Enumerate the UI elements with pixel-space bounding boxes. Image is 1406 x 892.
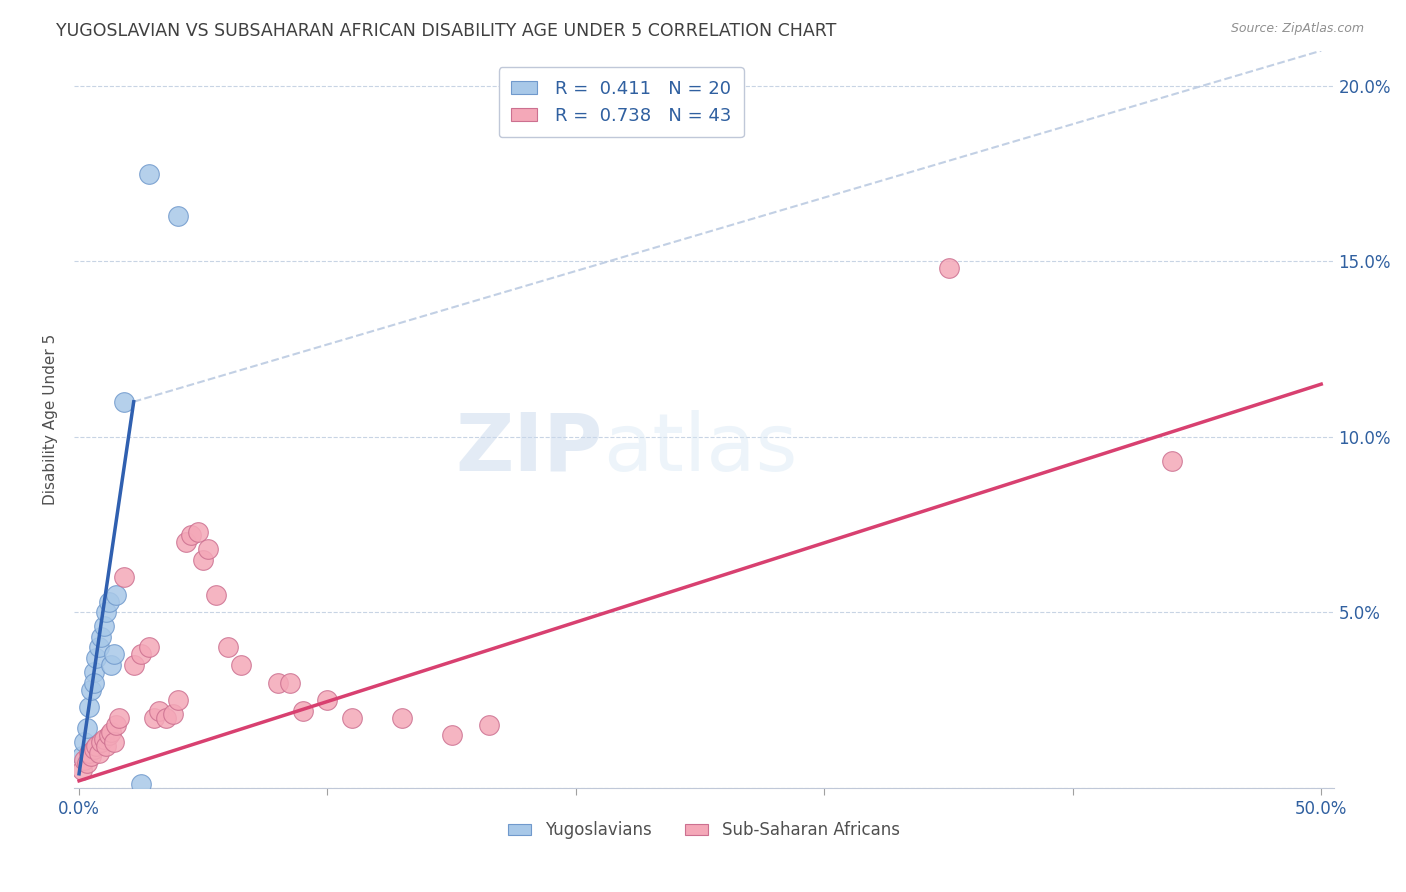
Point xyxy=(105,717,128,731)
Point xyxy=(391,711,413,725)
Point xyxy=(155,711,177,725)
Point xyxy=(112,570,135,584)
Point xyxy=(112,394,135,409)
Point xyxy=(80,682,103,697)
Point xyxy=(103,648,125,662)
Point xyxy=(122,657,145,672)
Point xyxy=(180,528,202,542)
Text: ZIP: ZIP xyxy=(456,409,603,488)
Point xyxy=(138,640,160,655)
Point xyxy=(342,711,364,725)
Point xyxy=(162,707,184,722)
Point xyxy=(83,742,105,756)
Point xyxy=(167,209,190,223)
Point xyxy=(267,675,290,690)
Point xyxy=(96,739,118,753)
Legend: Yugoslavians, Sub-Saharan Africans: Yugoslavians, Sub-Saharan Africans xyxy=(502,814,907,846)
Point xyxy=(167,693,190,707)
Y-axis label: Disability Age Under 5: Disability Age Under 5 xyxy=(44,334,58,505)
Point xyxy=(83,675,105,690)
Point xyxy=(108,711,131,725)
Point xyxy=(138,167,160,181)
Point xyxy=(87,640,110,655)
Point xyxy=(478,717,501,731)
Point xyxy=(97,595,120,609)
Point xyxy=(278,675,301,690)
Point xyxy=(217,640,239,655)
Point xyxy=(193,552,215,566)
Point xyxy=(142,711,165,725)
Point xyxy=(148,704,170,718)
Point xyxy=(100,724,122,739)
Point xyxy=(316,693,339,707)
Text: YUGOSLAVIAN VS SUBSAHARAN AFRICAN DISABILITY AGE UNDER 5 CORRELATION CHART: YUGOSLAVIAN VS SUBSAHARAN AFRICAN DISABI… xyxy=(56,22,837,40)
Point xyxy=(76,756,98,771)
Point xyxy=(90,630,112,644)
Point xyxy=(103,735,125,749)
Point xyxy=(76,721,98,735)
Point xyxy=(83,665,105,679)
Point xyxy=(1161,454,1184,468)
Point xyxy=(77,746,100,760)
Point xyxy=(90,735,112,749)
Point xyxy=(100,657,122,672)
Point xyxy=(187,524,209,539)
Point xyxy=(96,605,118,619)
Point xyxy=(86,651,108,665)
Point xyxy=(93,731,115,746)
Text: atlas: atlas xyxy=(603,409,797,488)
Point xyxy=(129,777,152,791)
Point xyxy=(291,704,314,718)
Point xyxy=(86,739,108,753)
Point xyxy=(440,728,463,742)
Point xyxy=(204,588,226,602)
Point xyxy=(197,542,219,557)
Point xyxy=(105,588,128,602)
Point xyxy=(93,619,115,633)
Point xyxy=(70,764,93,778)
Point xyxy=(87,746,110,760)
Point xyxy=(129,648,152,662)
Point xyxy=(70,749,93,764)
Point xyxy=(229,657,252,672)
Point xyxy=(73,735,96,749)
Point xyxy=(73,753,96,767)
Text: Source: ZipAtlas.com: Source: ZipAtlas.com xyxy=(1230,22,1364,36)
Point xyxy=(174,535,197,549)
Point xyxy=(80,749,103,764)
Point xyxy=(77,700,100,714)
Point xyxy=(938,261,960,276)
Point xyxy=(97,728,120,742)
